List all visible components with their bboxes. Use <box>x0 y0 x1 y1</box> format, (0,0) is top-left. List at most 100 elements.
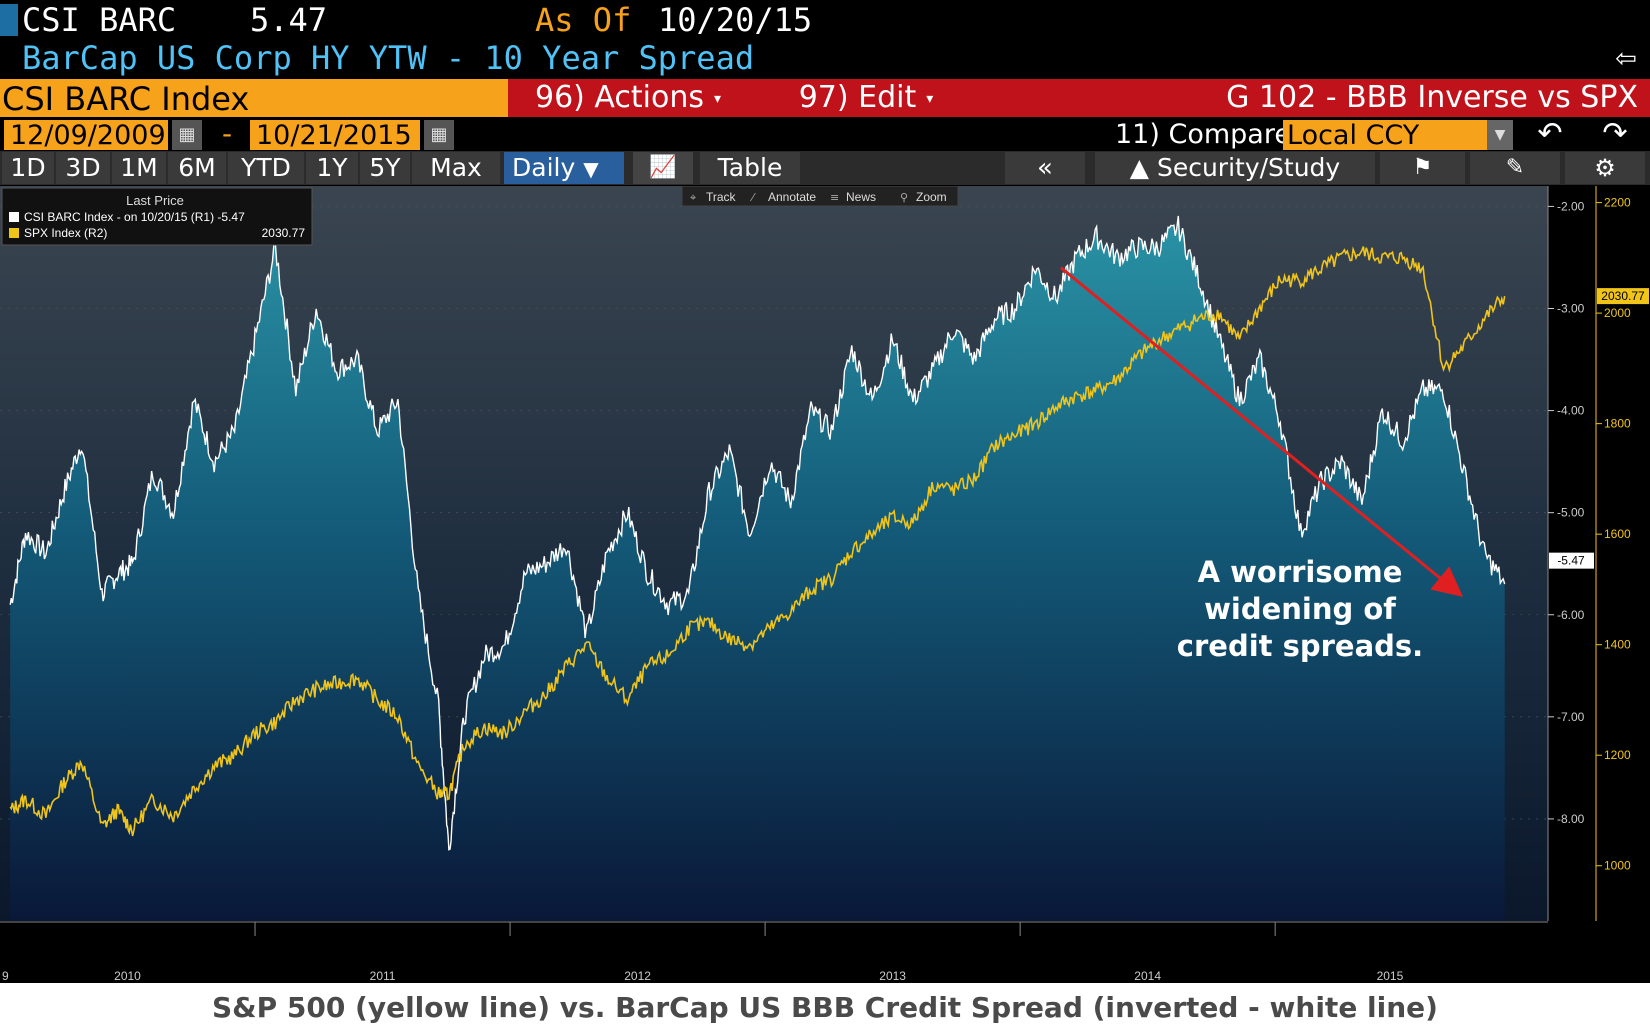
legend-swatch-spx <box>9 228 19 238</box>
ticker-symbol: CSI BARC <box>22 1 177 39</box>
annotation-line: widening of <box>1204 592 1396 626</box>
legend-series-2: SPX Index (R2) <box>24 226 107 240</box>
y1-last-value-label: -5.47 <box>1557 554 1585 568</box>
actions-menu-button[interactable]: 96) Actions ▾ <box>512 80 744 116</box>
chart-toolbar: ⌖ Track ⁄ Annotate ≡ News ⚲ Zoom <box>681 186 959 207</box>
annotate-icon[interactable]: ⁄ <box>749 191 756 204</box>
index-name[interactable]: CSI BARC Index <box>0 79 508 118</box>
x-tick-label: 2010 <box>114 969 141 983</box>
annotation-line: credit spreads. <box>1177 629 1423 663</box>
x-tick-label: 2013 <box>879 969 906 983</box>
period-6m[interactable]: 6M <box>168 152 226 184</box>
news-icon[interactable]: ≡ <box>830 191 839 204</box>
chart-tool-track[interactable]: Track <box>706 190 737 204</box>
period-max[interactable]: Max <box>412 152 500 184</box>
y1-tick-label: -4.00 <box>1557 404 1585 418</box>
zoom-icon[interactable]: ⚲ <box>900 191 908 204</box>
as-of-label: As Of <box>535 1 632 39</box>
trend-arrow <box>1059 266 1463 597</box>
figure-caption: S&P 500 (yellow line) vs. BarCap US BBB … <box>0 983 1650 1033</box>
y2-tick-label: 2200 <box>1604 196 1631 210</box>
actions-label: 96) Actions <box>534 80 704 115</box>
period-1y[interactable]: 1Y <box>306 152 358 184</box>
y1-axis: -2.00 -3.00 -4.00 -5.00 -6.00 -7.00 -8.00 -5.47 <box>1548 199 1594 826</box>
period-1m[interactable]: 1M <box>112 152 166 184</box>
y1-tick-label: -6.00 <box>1557 608 1585 622</box>
y2-last-value-label: 2030.77 <box>1601 289 1645 303</box>
legend-series-2-value: 2030.77 <box>262 226 306 240</box>
security-description: BarCap US Corp HY YTW - 10 Year Spread <box>22 39 755 77</box>
spx-series-line <box>9 246 1506 837</box>
y2-tick-label: 1400 <box>1604 638 1631 652</box>
edit-menu-button[interactable]: 97) Edit ▾ <box>746 80 986 116</box>
security-study-button[interactable]: ▲ Security/Study <box>1095 152 1375 184</box>
header-marker <box>0 4 18 36</box>
flag-icon[interactable]: ⚑ <box>1380 152 1465 184</box>
y2-tick-label: 1200 <box>1604 748 1631 762</box>
x-tick-label: 2014 <box>1134 969 1161 983</box>
edit-label: 97) Edit <box>798 80 917 115</box>
period-ytd[interactable]: YTD <box>228 152 304 184</box>
chevron-down-icon: ▾ <box>713 90 722 107</box>
y1-tick-label: -2.00 <box>1557 199 1585 213</box>
legend: Last Price CSI BARC Index - on 10/20/15 … <box>1 187 313 246</box>
pencil-icon[interactable]: ✎ <box>1470 152 1560 184</box>
y1-tick-label: -5.00 <box>1557 506 1585 520</box>
y1-last-value-box <box>1549 552 1594 569</box>
axis-panel <box>1548 186 1650 983</box>
legend-swatch-spread <box>9 212 19 222</box>
line-chart-icon[interactable]: 📈 <box>633 152 693 184</box>
x-axis-panel <box>0 921 1650 983</box>
period-1d[interactable]: 1D <box>2 152 54 184</box>
compare-button[interactable]: 11) Compare <box>1115 119 1291 150</box>
y2-last-value-box <box>1597 288 1649 305</box>
frequency-select[interactable]: Daily ▼ <box>504 152 624 184</box>
legend-title: Last Price <box>126 193 184 208</box>
x-tick-label: 9 <box>2 969 9 983</box>
legend-series-1: CSI BARC Index - on 10/20/15 (R1) -5.47 <box>24 210 245 224</box>
chart-toolbar-bg <box>681 186 959 207</box>
chevron-down-icon: ▼ <box>583 157 599 181</box>
currency-select[interactable]: Local CCY <box>1283 120 1493 151</box>
annotation-line: A worrisome <box>1198 555 1403 589</box>
header-bar <box>0 0 1650 40</box>
spread-series-line <box>9 215 1506 851</box>
y1-tick-label: -3.00 <box>1557 302 1585 316</box>
undo-icon[interactable]: ↶ <box>1537 116 1563 151</box>
gear-icon[interactable]: ⚙ <box>1565 152 1645 184</box>
x-tick-label: 2012 <box>624 969 651 983</box>
export-icon[interactable]: ⇦ <box>1615 44 1637 74</box>
track-icon[interactable]: ⌖ <box>690 191 696 204</box>
y2-tick-label: 1000 <box>1604 859 1631 873</box>
x-tick-label: 2015 <box>1377 969 1404 983</box>
study-label: Security/Study <box>1156 153 1341 182</box>
period-5y[interactable]: 5Y <box>360 152 410 184</box>
redo-icon[interactable]: ↷ <box>1602 116 1628 151</box>
table-view-button[interactable]: Table <box>700 152 800 184</box>
calendar-icon[interactable]: ▦ <box>424 120 454 150</box>
calendar-icon[interactable]: ▦ <box>172 120 202 150</box>
period-3d[interactable]: 3D <box>56 152 110 184</box>
chart-tool-news[interactable]: News <box>846 190 876 204</box>
legend-box <box>1 187 313 246</box>
end-date-field[interactable]: 10/21/2015 <box>250 120 420 151</box>
study-chart-icon: ▲ <box>1129 153 1149 182</box>
y1-tick-label: -8.00 <box>1557 812 1585 826</box>
last-value: 5.47 <box>250 1 328 39</box>
graph-title: G 102 - BBB Inverse vs SPX <box>1226 80 1638 115</box>
y2-axis: 2200 2000 1800 1600 1400 1200 1000 2030.77 <box>1596 196 1649 873</box>
chart-tool-annotate[interactable]: Annotate <box>768 190 816 204</box>
chevron-down-icon: ▾ <box>926 90 934 107</box>
x-tick-label: 2011 <box>370 969 396 983</box>
as-of-date: 10/20/15 <box>658 1 813 39</box>
collapse-icon[interactable]: « <box>1005 152 1085 184</box>
chart-tool-zoom[interactable]: Zoom <box>916 190 947 204</box>
start-date-field[interactable]: 12/09/2009 <box>4 120 168 151</box>
y2-tick-label: 1800 <box>1604 417 1631 431</box>
x-axis: 9 2010 2011 2012 2013 2014 2015 <box>2 922 1404 983</box>
spread-area <box>10 215 1505 921</box>
y2-tick-label: 1600 <box>1604 527 1631 541</box>
chevron-down-icon[interactable]: ▼ <box>1487 120 1513 150</box>
